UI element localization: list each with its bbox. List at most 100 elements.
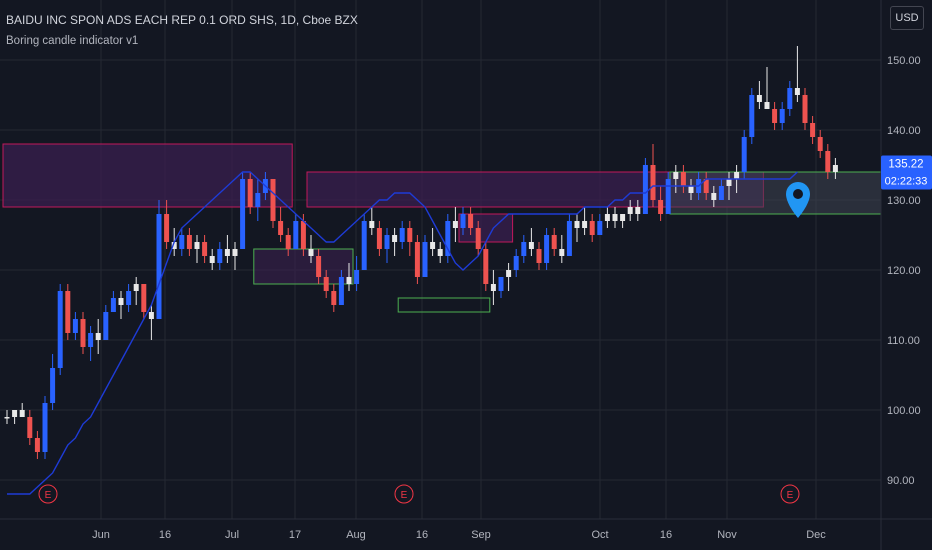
candle — [772, 102, 778, 130]
candle — [399, 221, 405, 249]
candle — [278, 207, 284, 242]
candle — [817, 130, 823, 158]
candle — [346, 263, 352, 291]
candle — [186, 228, 192, 256]
candle — [650, 144, 656, 207]
candle — [392, 228, 398, 256]
candle — [316, 249, 322, 284]
candle — [688, 179, 694, 200]
candle — [354, 256, 360, 291]
candle — [711, 186, 717, 207]
candle — [270, 179, 276, 228]
candle — [498, 277, 504, 298]
candle — [255, 179, 261, 221]
candle — [802, 88, 808, 130]
bar-countdown: 02:22:33 — [885, 175, 928, 187]
time-tick-label: Oct — [591, 529, 608, 541]
price-label-box — [881, 155, 932, 190]
symbol-title[interactable]: BAIDU INC SPON ADS EACH REP 0.1 ORD SHS,… — [6, 13, 358, 27]
candle — [779, 102, 785, 130]
candle — [141, 284, 147, 319]
candle — [642, 158, 648, 214]
candle — [95, 319, 101, 354]
candle — [658, 186, 664, 221]
location-pin-icon[interactable] — [786, 182, 810, 218]
candle — [164, 200, 170, 249]
candle — [536, 242, 542, 270]
candle — [718, 179, 724, 200]
candle — [475, 221, 481, 256]
candle — [490, 270, 496, 305]
candle — [42, 396, 48, 459]
candle — [240, 172, 246, 249]
currency-button[interactable]: USD — [890, 6, 924, 30]
candle — [202, 235, 208, 263]
candle — [612, 207, 618, 228]
candle — [604, 207, 610, 228]
candle — [308, 235, 314, 263]
candle — [110, 291, 116, 312]
candle — [825, 144, 831, 179]
candle — [437, 242, 443, 263]
candle — [726, 172, 732, 200]
time-tick-label: Nov — [717, 529, 737, 541]
price-tick-label: 140.00 — [887, 125, 921, 137]
candle — [414, 235, 420, 284]
candle — [27, 410, 33, 445]
candle — [57, 284, 63, 375]
candle — [34, 431, 40, 459]
time-tick-label: Jun — [92, 529, 110, 541]
candle — [566, 214, 572, 256]
candle — [589, 214, 595, 242]
candle — [513, 249, 519, 277]
candle — [12, 410, 18, 424]
candle — [72, 312, 78, 340]
time-tick-label: Aug — [346, 529, 366, 541]
candle — [247, 172, 253, 214]
time-tick-label: Jul — [225, 529, 239, 541]
earnings-marker-label: E — [787, 490, 794, 501]
time-tick-label: Dec — [806, 529, 826, 541]
candle — [544, 228, 550, 270]
candle — [369, 207, 375, 235]
candle — [559, 235, 565, 263]
price-axis[interactable]: 90.00 100.00 110.00 120.00 130.00 140.00 150.0… — [887, 55, 921, 487]
time-tick-label: Sep — [471, 529, 491, 541]
candle — [384, 228, 390, 263]
price-tick-label: 120.00 — [887, 265, 921, 277]
candle — [156, 200, 162, 319]
price-tick-label: 150.00 — [887, 55, 921, 67]
candle — [407, 221, 413, 256]
earnings-marker[interactable]: E — [38, 484, 58, 504]
candle — [118, 291, 124, 319]
price-tick-label: 110.00 — [887, 335, 920, 347]
candle — [673, 165, 679, 193]
candle — [703, 172, 709, 200]
candle — [582, 207, 588, 235]
candle — [293, 214, 299, 249]
indicator-legend[interactable]: Boring candle indicator v1 — [6, 35, 139, 47]
candle — [551, 228, 557, 256]
earnings-marker[interactable]: E — [394, 484, 414, 504]
time-tick-label: 17 — [289, 529, 301, 541]
candle — [103, 305, 109, 340]
price-tick-label: 100.00 — [887, 405, 921, 417]
candle — [627, 200, 633, 221]
candle — [680, 165, 686, 193]
candle — [483, 242, 489, 291]
earnings-marker[interactable]: E — [780, 484, 800, 504]
candle — [422, 235, 428, 277]
candle — [88, 326, 94, 361]
candle — [194, 235, 200, 263]
candle — [376, 221, 382, 256]
candle — [209, 249, 215, 270]
time-axis[interactable]: Jun 16 Jul 17 Aug 16 Sep Oct 16 Nov Dec — [92, 529, 826, 541]
candle — [4, 410, 10, 424]
candle — [338, 270, 344, 305]
candle — [323, 270, 329, 298]
candle — [749, 88, 755, 144]
candle — [787, 81, 793, 116]
